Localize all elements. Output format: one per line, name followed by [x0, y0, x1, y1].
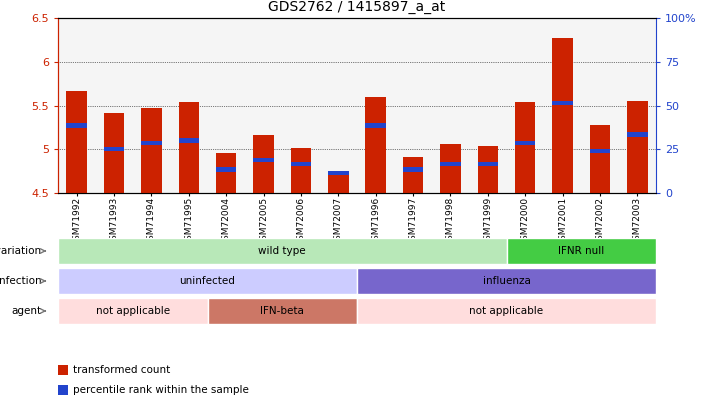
Bar [627, 101, 648, 193]
Bar [67, 91, 87, 193]
Bar [253, 158, 274, 162]
Bar [58, 298, 207, 324]
Bar [179, 139, 199, 143]
Bar [365, 97, 386, 193]
Bar [58, 365, 68, 375]
Bar [403, 167, 423, 172]
Bar [207, 298, 357, 324]
Bar [104, 147, 124, 151]
Bar [552, 101, 573, 105]
Bar [477, 162, 498, 166]
Bar [440, 162, 461, 166]
Text: genotype/variation: genotype/variation [0, 246, 42, 256]
Bar [179, 102, 199, 193]
Bar [515, 102, 536, 193]
Text: wild type: wild type [259, 246, 306, 256]
Bar [477, 146, 498, 193]
Bar [440, 144, 461, 193]
Text: infection: infection [0, 276, 42, 286]
Bar [328, 171, 348, 175]
Bar [58, 268, 357, 294]
Bar [216, 153, 236, 193]
Text: not applicable: not applicable [470, 306, 543, 316]
Text: IFN-beta: IFN-beta [260, 306, 304, 316]
Bar [141, 141, 162, 145]
Bar [403, 157, 423, 193]
Bar [67, 124, 87, 128]
Text: IFNR null: IFNR null [558, 246, 604, 256]
Text: uninfected: uninfected [179, 276, 236, 286]
Bar [365, 124, 386, 128]
Bar [357, 268, 656, 294]
Bar [291, 162, 311, 166]
Bar [515, 141, 536, 145]
Bar [253, 135, 274, 193]
Bar [590, 149, 610, 153]
Bar [58, 385, 68, 395]
Bar [507, 238, 656, 264]
Bar [291, 147, 311, 193]
Text: not applicable: not applicable [96, 306, 170, 316]
Text: transformed count: transformed count [73, 365, 170, 375]
Text: influenza: influenza [482, 276, 531, 286]
Bar [216, 167, 236, 172]
Bar [590, 125, 610, 193]
Bar [627, 132, 648, 136]
Bar [552, 38, 573, 193]
Bar [58, 238, 507, 264]
Bar [141, 108, 162, 193]
Bar [104, 113, 124, 193]
Text: percentile rank within the sample: percentile rank within the sample [73, 385, 249, 395]
Title: GDS2762 / 1415897_a_at: GDS2762 / 1415897_a_at [268, 0, 446, 14]
Text: agent: agent [12, 306, 42, 316]
Bar [357, 298, 656, 324]
Bar [328, 173, 348, 193]
